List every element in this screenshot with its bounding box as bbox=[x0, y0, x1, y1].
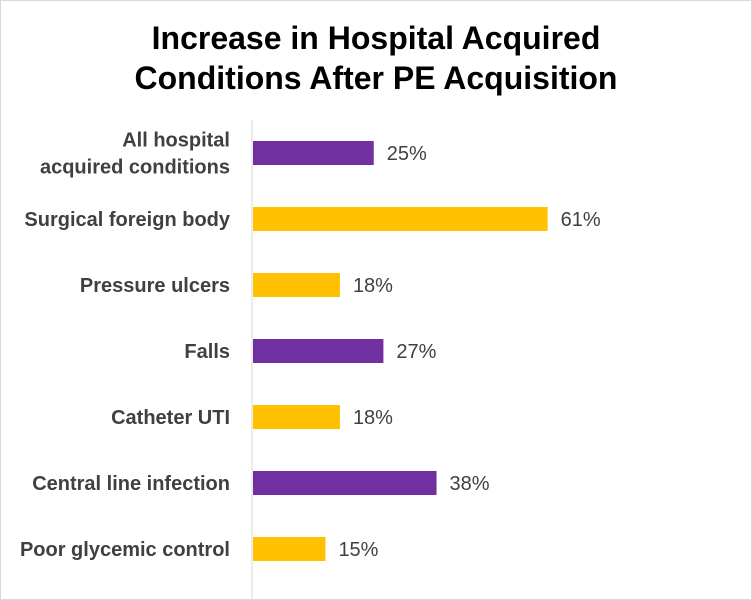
chart-title: Increase in Hospital Acquired Conditions… bbox=[134, 20, 618, 96]
category-label: Falls bbox=[184, 341, 230, 363]
category-label: Surgical foreign body bbox=[24, 209, 230, 231]
category-label-line: Catheter UTI bbox=[111, 407, 230, 429]
bar bbox=[253, 207, 548, 231]
category-label-line: All hospital bbox=[122, 130, 230, 152]
category-label: All hospital acquired conditions bbox=[40, 130, 230, 179]
category-label-line: Falls bbox=[184, 341, 230, 363]
data-label: 25% bbox=[387, 143, 427, 165]
category-label-line: Pressure ulcers bbox=[80, 275, 230, 297]
data-label: 61% bbox=[561, 209, 601, 231]
bar bbox=[253, 339, 384, 363]
data-label: 18% bbox=[353, 407, 393, 429]
bar bbox=[253, 141, 374, 165]
category-label-line: Poor glycemic control bbox=[20, 539, 230, 561]
bar bbox=[253, 273, 340, 297]
bar bbox=[253, 405, 340, 429]
bar bbox=[253, 537, 326, 561]
data-label: 15% bbox=[338, 539, 378, 561]
bar bbox=[253, 471, 437, 495]
category-label-line: acquired conditions bbox=[40, 157, 230, 179]
category-label: Catheter UTI bbox=[111, 407, 230, 429]
category-label-line: Central line infection bbox=[32, 473, 230, 495]
category-label-line: Surgical foreign body bbox=[24, 209, 230, 231]
data-label: 18% bbox=[353, 275, 393, 297]
category-label: Poor glycemic control bbox=[20, 539, 230, 561]
data-label: 27% bbox=[396, 341, 436, 363]
data-label: 38% bbox=[450, 473, 490, 495]
category-label: Pressure ulcers bbox=[80, 275, 230, 297]
category-label: Central line infection bbox=[32, 473, 230, 495]
